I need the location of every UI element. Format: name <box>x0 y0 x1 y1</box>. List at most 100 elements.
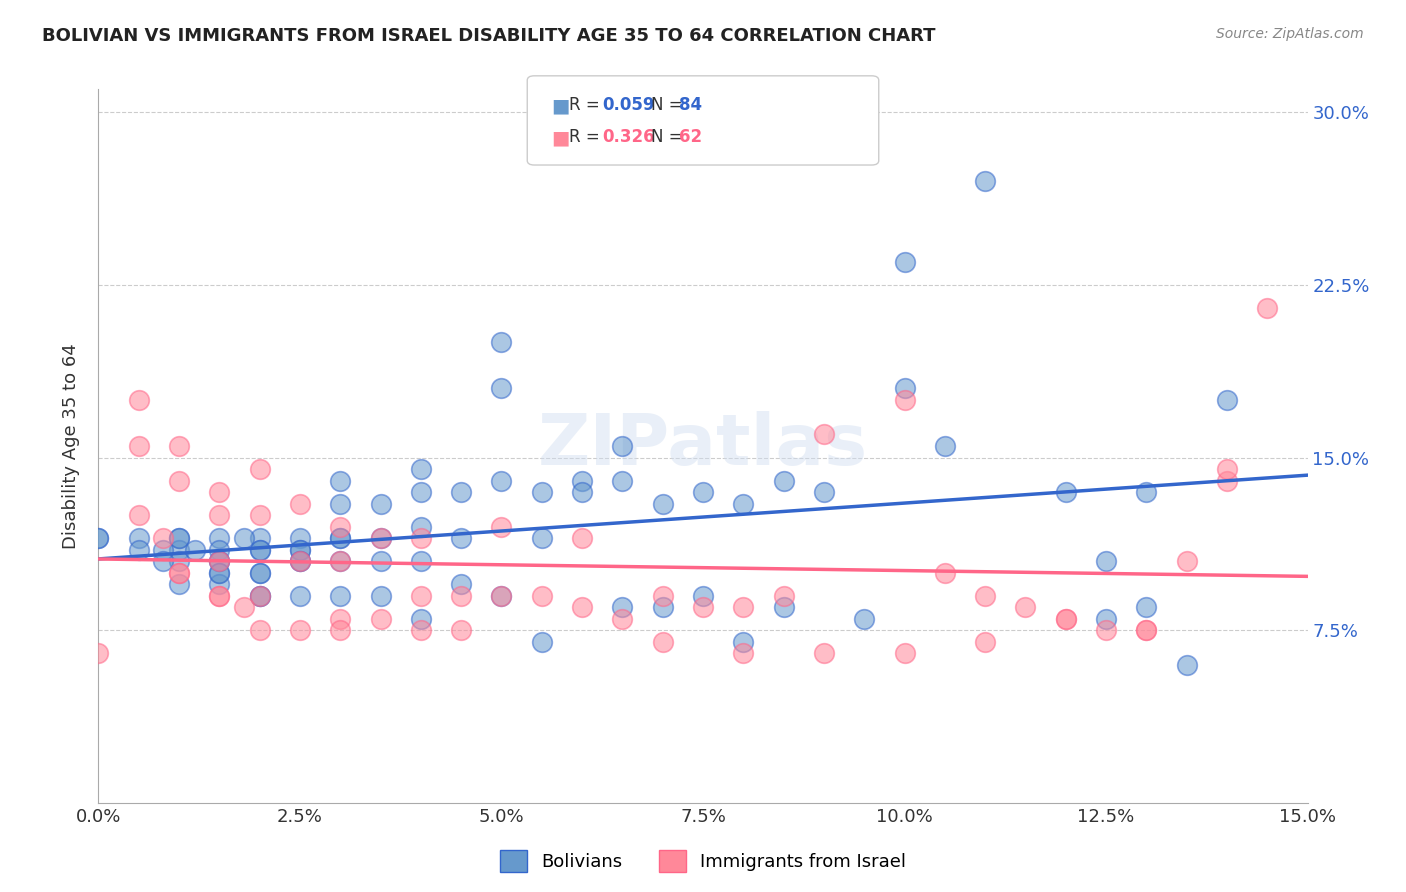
Point <box>813 427 835 442</box>
Point <box>1175 554 1198 568</box>
Point <box>288 497 311 511</box>
Text: Source: ZipAtlas.com: Source: ZipAtlas.com <box>1216 27 1364 41</box>
Point <box>370 531 392 545</box>
Text: R =: R = <box>569 128 606 146</box>
Point <box>450 589 472 603</box>
Point <box>184 542 207 557</box>
Point <box>208 542 231 557</box>
Point <box>612 474 634 488</box>
Point <box>128 508 150 522</box>
Point <box>934 566 956 580</box>
Point <box>249 508 271 522</box>
Point <box>370 589 392 603</box>
Point <box>651 497 673 511</box>
Point <box>612 612 634 626</box>
Point <box>974 634 997 648</box>
Point <box>329 474 352 488</box>
Point <box>329 612 352 626</box>
Point <box>288 531 311 545</box>
Point <box>167 554 190 568</box>
Point <box>329 554 352 568</box>
Point <box>612 600 634 615</box>
Point <box>249 623 271 637</box>
Point <box>893 392 915 407</box>
Point <box>208 577 231 591</box>
Point <box>208 554 231 568</box>
Point <box>288 554 311 568</box>
Point <box>692 485 714 500</box>
Point <box>571 474 593 488</box>
Point <box>87 531 110 545</box>
Point <box>450 485 472 500</box>
Point <box>530 589 553 603</box>
Point <box>934 439 956 453</box>
Point <box>1054 485 1077 500</box>
Point <box>208 508 231 522</box>
Point <box>1135 623 1157 637</box>
Point <box>409 485 432 500</box>
Point <box>893 255 915 269</box>
Point <box>167 542 190 557</box>
Legend: Bolivians, Immigrants from Israel: Bolivians, Immigrants from Israel <box>492 843 914 880</box>
Point <box>692 600 714 615</box>
Point <box>491 381 513 395</box>
Point <box>772 589 794 603</box>
Point <box>167 566 190 580</box>
Point <box>152 554 174 568</box>
Point <box>530 634 553 648</box>
Point <box>409 462 432 476</box>
Point <box>571 600 593 615</box>
Point <box>1216 474 1239 488</box>
Point <box>651 634 673 648</box>
Point <box>167 531 190 545</box>
Point <box>128 392 150 407</box>
Point <box>249 542 271 557</box>
Point <box>491 589 513 603</box>
Point <box>152 531 174 545</box>
Point <box>208 485 231 500</box>
Point <box>530 531 553 545</box>
Point <box>409 623 432 637</box>
Point <box>571 531 593 545</box>
Point <box>249 531 271 545</box>
Point <box>772 600 794 615</box>
Point <box>1054 612 1077 626</box>
Point <box>370 497 392 511</box>
Point <box>329 497 352 511</box>
Point <box>208 531 231 545</box>
Point <box>167 439 190 453</box>
Point <box>651 589 673 603</box>
Point <box>491 474 513 488</box>
Point <box>128 542 150 557</box>
Point <box>813 646 835 660</box>
Text: 62: 62 <box>679 128 702 146</box>
Point <box>651 600 673 615</box>
Point <box>87 531 110 545</box>
Point <box>974 589 997 603</box>
Point <box>450 531 472 545</box>
Point <box>249 566 271 580</box>
Point <box>370 554 392 568</box>
Point <box>329 531 352 545</box>
Text: 84: 84 <box>679 96 702 114</box>
Point <box>450 623 472 637</box>
Point <box>1216 392 1239 407</box>
Point <box>893 381 915 395</box>
Point <box>733 600 755 615</box>
Point <box>1014 600 1036 615</box>
Point <box>128 439 150 453</box>
Point <box>288 542 311 557</box>
Point <box>167 577 190 591</box>
Point <box>208 554 231 568</box>
Point <box>249 589 271 603</box>
Point <box>733 634 755 648</box>
Point <box>733 497 755 511</box>
Point <box>1256 301 1278 315</box>
Point <box>288 554 311 568</box>
Point <box>288 554 311 568</box>
Point <box>571 485 593 500</box>
Point <box>893 646 915 660</box>
Point <box>249 542 271 557</box>
Point <box>409 589 432 603</box>
Point <box>370 531 392 545</box>
